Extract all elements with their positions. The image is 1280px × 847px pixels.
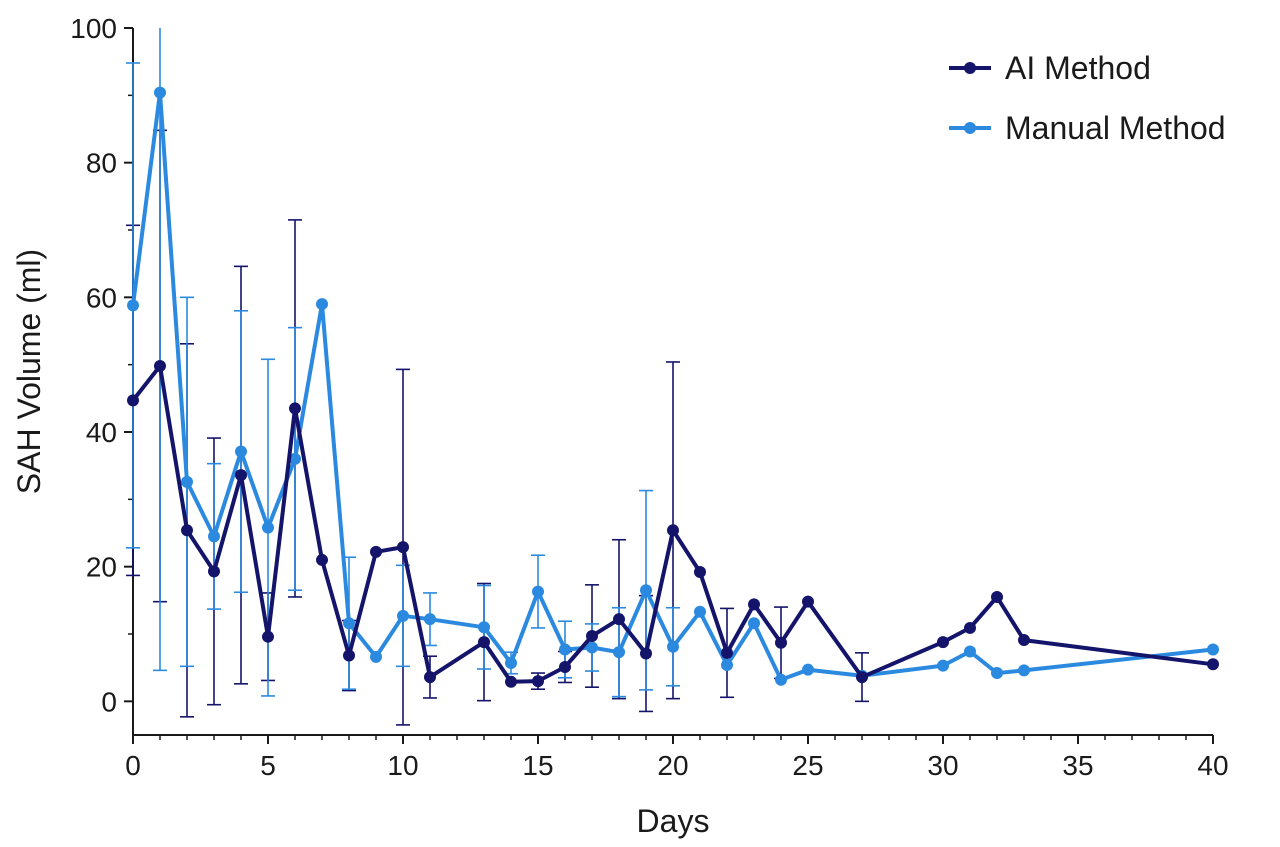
data-point-ai bbox=[937, 636, 949, 649]
series-ai bbox=[127, 360, 1219, 688]
y-tick-label: 60 bbox=[86, 282, 117, 313]
data-point-manual bbox=[181, 475, 193, 488]
data-point-ai bbox=[559, 660, 571, 673]
error-bars-ai bbox=[126, 129, 869, 726]
data-point-ai bbox=[964, 621, 976, 634]
data-point-manual bbox=[1207, 643, 1219, 656]
data-point-manual bbox=[559, 643, 571, 656]
data-point-ai bbox=[1207, 658, 1219, 671]
data-point-ai bbox=[343, 649, 355, 662]
data-point-manual bbox=[370, 650, 382, 663]
data-point-ai bbox=[748, 598, 760, 611]
data-point-ai bbox=[667, 524, 679, 537]
data-point-manual bbox=[478, 621, 490, 634]
x-ticks: 0 5 10 15 20 25 30 35 40 bbox=[125, 735, 1229, 781]
data-point-manual bbox=[775, 673, 787, 686]
data-point-ai bbox=[721, 646, 733, 659]
data-point-manual bbox=[694, 605, 706, 618]
x-tick-label: 5 bbox=[260, 750, 276, 781]
data-point-manual bbox=[937, 659, 949, 672]
axes: 0 20 40 60 80 100 0 5 10 15 20 25 30 35 40 bbox=[70, 13, 1228, 781]
y-tick-label: 0 bbox=[101, 686, 117, 717]
data-point-manual bbox=[154, 86, 166, 99]
x-axis-title: Days bbox=[637, 803, 710, 839]
y-tick-label: 80 bbox=[86, 148, 117, 179]
data-point-ai bbox=[586, 630, 598, 643]
data-point-ai bbox=[127, 394, 139, 407]
y-tick-label: 40 bbox=[86, 417, 117, 448]
x-tick-label: 25 bbox=[792, 750, 823, 781]
data-point-manual bbox=[667, 640, 679, 653]
data-point-manual bbox=[532, 585, 544, 598]
error-bars-manual bbox=[126, 28, 680, 698]
data-point-manual bbox=[505, 656, 517, 669]
data-point-ai bbox=[856, 671, 868, 684]
data-point-ai bbox=[613, 613, 625, 626]
data-point-manual bbox=[964, 645, 976, 658]
x-tick-label: 10 bbox=[387, 750, 418, 781]
x-tick-label: 0 bbox=[125, 750, 141, 781]
data-point-manual bbox=[1018, 664, 1030, 677]
data-point-ai bbox=[640, 647, 652, 660]
data-point-ai bbox=[262, 630, 274, 643]
data-point-ai bbox=[397, 541, 409, 554]
legend-marker-ai bbox=[964, 62, 976, 74]
data-point-ai bbox=[478, 636, 490, 649]
data-point-ai bbox=[532, 675, 544, 688]
data-point-manual bbox=[748, 617, 760, 630]
data-point-ai bbox=[235, 469, 247, 482]
data-point-ai bbox=[370, 545, 382, 558]
data-point-manual bbox=[640, 584, 652, 597]
data-point-ai bbox=[289, 402, 301, 415]
x-tick-label: 30 bbox=[927, 750, 958, 781]
data-point-manual bbox=[586, 641, 598, 654]
data-point-ai bbox=[181, 524, 193, 537]
data-point-ai bbox=[316, 553, 328, 566]
data-point-manual bbox=[613, 646, 625, 659]
x-tick-label: 15 bbox=[522, 750, 553, 781]
legend-label-ai: AI Method bbox=[1005, 50, 1151, 86]
x-tick-label: 40 bbox=[1197, 750, 1228, 781]
data-point-manual bbox=[289, 452, 301, 465]
legend-label-manual: Manual Method bbox=[1005, 110, 1226, 146]
data-point-manual bbox=[424, 613, 436, 626]
legend-marker-manual bbox=[964, 122, 976, 134]
data-point-manual bbox=[316, 298, 328, 311]
x-tick-label: 35 bbox=[1062, 750, 1093, 781]
data-point-ai bbox=[694, 566, 706, 579]
data-point-ai bbox=[991, 590, 1003, 603]
data-point-manual bbox=[802, 663, 814, 676]
data-point-ai bbox=[775, 636, 787, 649]
data-point-manual bbox=[991, 667, 1003, 680]
data-point-manual bbox=[208, 530, 220, 543]
y-tick-label: 100 bbox=[70, 13, 117, 44]
data-point-ai bbox=[505, 675, 517, 688]
data-point-manual bbox=[721, 658, 733, 671]
y-tick-label: 20 bbox=[86, 552, 117, 583]
y-axis-title: SAH Volume (ml) bbox=[11, 249, 47, 494]
plot-area bbox=[126, 28, 1219, 726]
data-point-manual bbox=[235, 445, 247, 458]
x-tick-label: 20 bbox=[657, 750, 688, 781]
data-point-ai bbox=[208, 565, 220, 578]
data-point-ai bbox=[802, 595, 814, 608]
data-point-manual bbox=[262, 521, 274, 534]
data-point-manual bbox=[127, 299, 139, 312]
y-ticks: 0 20 40 60 80 100 bbox=[70, 13, 133, 717]
data-point-manual bbox=[343, 617, 355, 630]
data-point-manual bbox=[397, 609, 409, 622]
legend: AI Method Manual Method bbox=[949, 50, 1226, 146]
data-point-ai bbox=[154, 360, 166, 373]
data-point-ai bbox=[1018, 634, 1030, 647]
data-point-ai bbox=[424, 671, 436, 684]
